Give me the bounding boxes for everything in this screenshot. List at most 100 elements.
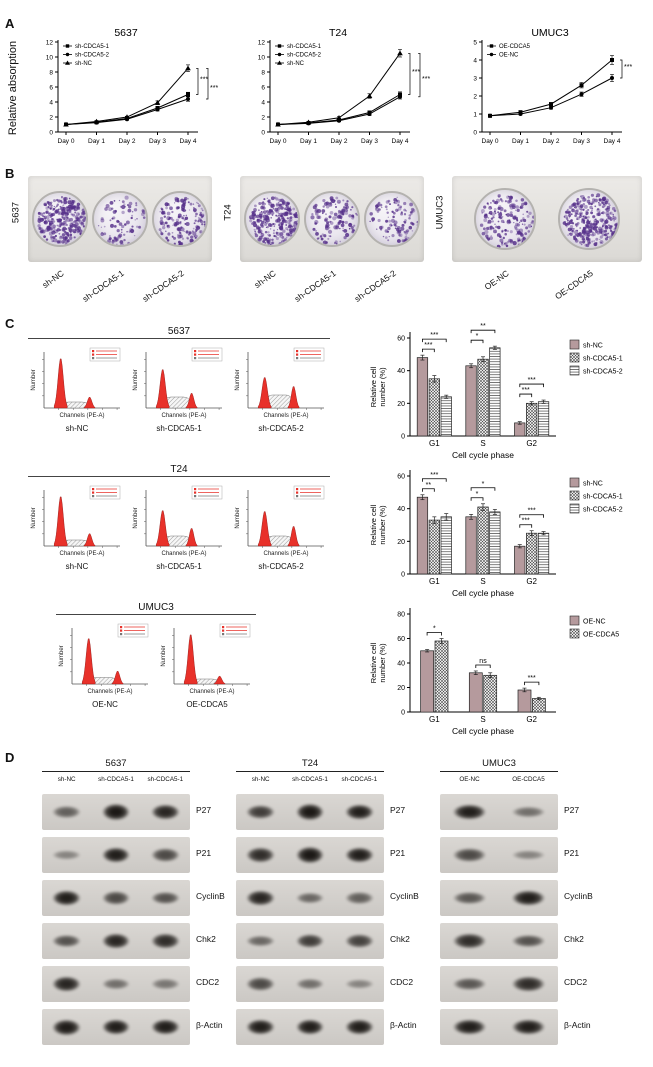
protein-band bbox=[447, 846, 492, 864]
svg-text:S: S bbox=[480, 715, 485, 724]
protein-band bbox=[506, 974, 551, 994]
svg-text:T24: T24 bbox=[329, 27, 347, 39]
svg-text:G2: G2 bbox=[526, 715, 537, 724]
protein-band bbox=[341, 932, 378, 950]
svg-text:sh-CDCA5-1: sh-CDCA5-1 bbox=[287, 44, 322, 50]
svg-text:Day 4: Day 4 bbox=[180, 138, 197, 145]
lane-label: sh-NC bbox=[251, 776, 270, 783]
protein-band bbox=[291, 931, 329, 951]
colony-well-sh-CDCA5-2 bbox=[152, 191, 208, 247]
svg-text:OE-CDCA5: OE-CDCA5 bbox=[499, 44, 531, 50]
blot-strip-UMUC3-P21 bbox=[440, 837, 558, 873]
svg-text:6: 6 bbox=[49, 84, 53, 91]
protein-label-P21: P21 bbox=[196, 848, 212, 858]
blot-group-title-UMUC3: UMUC3 bbox=[440, 758, 558, 772]
protein-band bbox=[447, 976, 492, 992]
lane-label: sh-CDCA5-1 bbox=[98, 776, 134, 783]
flow-plot-T24-sh-CDCA5-2: Number Channels (PE-A) bbox=[235, 485, 325, 557]
svg-text:4: 4 bbox=[49, 99, 53, 106]
blot-strip-UMUC3-Chk2 bbox=[440, 923, 558, 959]
panel-label-d: D bbox=[5, 750, 15, 765]
svg-text:***: *** bbox=[528, 508, 536, 515]
flow-sample-label: sh-NC bbox=[65, 562, 89, 571]
flow-sample-label: sh-CDCA5-2 bbox=[258, 424, 304, 433]
flow-plot-T24-sh-NC: Number Channels (PE-A) bbox=[31, 485, 121, 557]
svg-text:80: 80 bbox=[397, 612, 405, 619]
flow-group-title-5637: 5637 bbox=[28, 326, 330, 339]
svg-text:Day 1: Day 1 bbox=[300, 138, 317, 145]
protein-label-Chk2: Chk2 bbox=[564, 934, 584, 944]
protein-band bbox=[291, 890, 329, 906]
protein-band bbox=[147, 1016, 184, 1038]
panel-label-b: B bbox=[5, 166, 15, 181]
protein-label-β-Actin: β-Actin bbox=[196, 1020, 223, 1030]
blot-group-title-5637: 5637 bbox=[42, 758, 190, 772]
svg-text:Day 0: Day 0 bbox=[58, 138, 75, 145]
svg-text:G2: G2 bbox=[526, 577, 537, 586]
protein-label-CyclinB: CyclinB bbox=[390, 891, 419, 901]
flow-group-title-UMUC3: UMUC3 bbox=[56, 602, 256, 615]
svg-text:Day 2: Day 2 bbox=[331, 138, 348, 145]
svg-text:3: 3 bbox=[473, 75, 477, 82]
svg-text:Channels (PE-A): Channels (PE-A) bbox=[189, 689, 234, 695]
svg-text:sh-CDCA5-2: sh-CDCA5-2 bbox=[75, 53, 110, 59]
flow-sample-label: OE-CDCA5 bbox=[186, 700, 228, 709]
protein-band bbox=[341, 977, 378, 991]
svg-text:8: 8 bbox=[261, 69, 265, 76]
protein-band bbox=[242, 802, 279, 822]
svg-text:sh-CDCA5-2: sh-CDCA5-2 bbox=[287, 53, 322, 59]
svg-text:0: 0 bbox=[401, 434, 405, 441]
blot-strip-T24-Chk2 bbox=[236, 923, 384, 959]
protein-label-CyclinB: CyclinB bbox=[564, 891, 593, 901]
protein-label-Chk2: Chk2 bbox=[390, 934, 410, 944]
svg-text:12: 12 bbox=[258, 39, 266, 46]
svg-text:***: *** bbox=[528, 377, 536, 384]
colony-dots bbox=[369, 196, 418, 243]
svg-text:Day 4: Day 4 bbox=[392, 138, 409, 145]
svg-text:***: *** bbox=[624, 64, 632, 71]
svg-text:Relative cell: Relative cell bbox=[369, 366, 378, 407]
colony-well-sh-NC bbox=[244, 191, 300, 247]
protein-band bbox=[147, 931, 184, 951]
svg-text:2: 2 bbox=[49, 114, 53, 121]
flow-plot-UMUC3-OE-NC: Number Channels (PE-A) bbox=[59, 623, 149, 695]
protein-band bbox=[447, 1016, 492, 1038]
svg-text:***: *** bbox=[422, 76, 430, 83]
svg-text:Day 3: Day 3 bbox=[149, 138, 166, 145]
blot-strip-T24-P27 bbox=[236, 794, 384, 830]
protein-band bbox=[48, 848, 85, 862]
svg-text:1: 1 bbox=[473, 111, 477, 118]
growth-chart-UMUC3: UMUC3 0 1 2 3 4 5 Day 0 Day 1 Day 2 Day 3 Day 4 OE-C… bbox=[473, 27, 632, 145]
protein-band bbox=[506, 804, 551, 820]
svg-text:Number: Number bbox=[133, 369, 139, 390]
svg-text:Channels (PE-A): Channels (PE-A) bbox=[263, 551, 308, 557]
protein-band bbox=[147, 977, 184, 991]
svg-text:5: 5 bbox=[473, 39, 477, 46]
lane-label: sh-CDCA5-1 bbox=[341, 776, 378, 783]
svg-text:Day 3: Day 3 bbox=[573, 138, 590, 145]
svg-text:sh-CDCA5-2: sh-CDCA5-2 bbox=[583, 369, 623, 376]
protein-band bbox=[97, 976, 135, 992]
svg-text:S: S bbox=[480, 439, 485, 448]
protein-band bbox=[341, 1016, 378, 1038]
protein-band bbox=[341, 801, 378, 823]
svg-text:Day 1: Day 1 bbox=[88, 138, 105, 145]
svg-text:Relative cell: Relative cell bbox=[369, 504, 378, 545]
protein-band bbox=[506, 848, 551, 862]
protein-band bbox=[97, 1016, 135, 1038]
svg-text:Number: Number bbox=[31, 507, 37, 528]
protein-band bbox=[506, 932, 551, 950]
protein-label-P21: P21 bbox=[390, 848, 406, 858]
protein-label-β-Actin: β-Actin bbox=[390, 1020, 417, 1030]
protein-band bbox=[447, 801, 492, 823]
protein-label-P21: P21 bbox=[564, 848, 580, 858]
svg-text:***: *** bbox=[528, 675, 536, 682]
svg-text:*: * bbox=[476, 333, 479, 340]
svg-text:20: 20 bbox=[397, 685, 405, 692]
svg-text:5637: 5637 bbox=[114, 27, 138, 39]
svg-text:sh-NC: sh-NC bbox=[583, 481, 603, 488]
flow-plot-5637-sh-CDCA5-2: Number Channels (PE-A) bbox=[235, 347, 325, 419]
